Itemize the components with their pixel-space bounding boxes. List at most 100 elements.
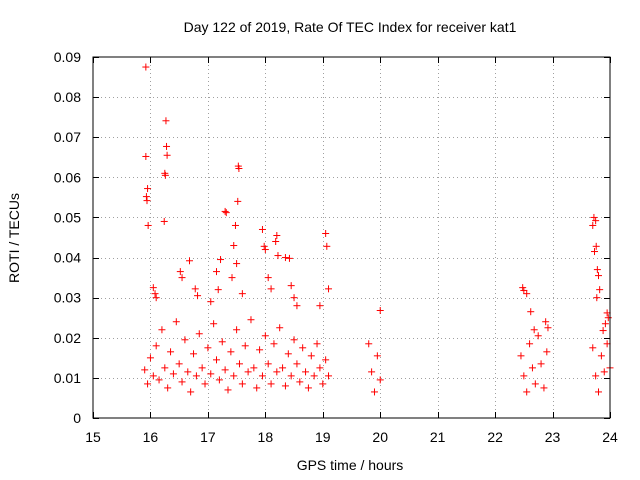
x-tick-label: 19 bbox=[315, 429, 331, 445]
data-point bbox=[221, 207, 229, 215]
data-point bbox=[593, 266, 601, 274]
data-point bbox=[284, 350, 292, 358]
y-tick-label: 0 bbox=[73, 410, 81, 426]
data-point bbox=[544, 324, 552, 332]
data-point bbox=[316, 364, 324, 372]
y-tick-label: 0.05 bbox=[54, 209, 81, 225]
data-point bbox=[195, 330, 203, 338]
data-point bbox=[293, 302, 301, 310]
data-point bbox=[601, 320, 609, 328]
data-point bbox=[176, 268, 184, 276]
data-point bbox=[217, 256, 225, 264]
data-point bbox=[149, 372, 157, 380]
data-point bbox=[143, 197, 151, 205]
data-point bbox=[597, 352, 605, 360]
data-point bbox=[322, 229, 330, 237]
data-point bbox=[261, 332, 269, 340]
data-point bbox=[319, 380, 327, 388]
data-point bbox=[194, 292, 202, 300]
data-point bbox=[589, 221, 597, 229]
data-point bbox=[222, 209, 230, 217]
data-point bbox=[167, 348, 175, 356]
y-tick-label: 0.01 bbox=[54, 370, 81, 386]
data-point bbox=[370, 388, 378, 396]
data-point bbox=[214, 286, 222, 294]
data-point bbox=[235, 360, 243, 368]
data-point bbox=[233, 260, 241, 268]
x-tick-label: 22 bbox=[487, 429, 503, 445]
data-point bbox=[178, 378, 186, 386]
data-point bbox=[310, 372, 318, 380]
data-point bbox=[253, 384, 261, 392]
data-point bbox=[142, 63, 150, 71]
data-point bbox=[296, 378, 304, 386]
data-point bbox=[158, 326, 166, 334]
data-point bbox=[175, 360, 183, 368]
data-point bbox=[151, 290, 159, 298]
data-point bbox=[247, 316, 255, 324]
data-point bbox=[210, 320, 218, 328]
data-point bbox=[313, 340, 321, 348]
y-tick-label: 0.08 bbox=[54, 89, 81, 105]
data-point bbox=[256, 346, 264, 354]
data-point bbox=[325, 285, 333, 293]
data-point bbox=[215, 376, 223, 384]
data-point bbox=[267, 285, 275, 293]
data-point bbox=[238, 290, 246, 298]
axis-ticks bbox=[93, 57, 611, 419]
data-point bbox=[290, 336, 298, 344]
data-point bbox=[520, 372, 528, 380]
data-point bbox=[184, 368, 192, 376]
data-point bbox=[164, 384, 172, 392]
data-point bbox=[264, 360, 272, 368]
data-point bbox=[270, 340, 278, 348]
data-point bbox=[528, 364, 536, 372]
data-point bbox=[218, 338, 226, 346]
data-point bbox=[603, 340, 611, 348]
data-point bbox=[152, 342, 160, 350]
data-point bbox=[191, 285, 199, 293]
x-axis-label: GPS time / hours bbox=[297, 457, 404, 473]
data-point bbox=[595, 272, 603, 280]
data-point bbox=[161, 171, 169, 179]
data-point bbox=[299, 344, 307, 352]
data-point bbox=[221, 366, 229, 374]
data-point bbox=[592, 372, 600, 380]
data-point bbox=[207, 370, 215, 378]
x-tick-label: 20 bbox=[372, 429, 388, 445]
data-point bbox=[190, 350, 198, 358]
data-point bbox=[287, 372, 295, 380]
data-point bbox=[526, 340, 534, 348]
data-point bbox=[213, 268, 221, 276]
data-point bbox=[198, 364, 206, 372]
data-point bbox=[604, 314, 612, 322]
data-point bbox=[593, 294, 601, 302]
x-tick-label: 18 bbox=[258, 429, 274, 445]
data-point bbox=[530, 326, 538, 334]
data-point bbox=[603, 309, 611, 317]
data-point bbox=[234, 197, 242, 205]
data-point bbox=[201, 380, 209, 388]
data-point bbox=[141, 366, 149, 374]
data-point bbox=[285, 254, 293, 262]
data-point bbox=[273, 231, 281, 239]
data-point bbox=[230, 242, 238, 250]
data-point bbox=[235, 165, 243, 173]
data-point bbox=[163, 142, 171, 150]
data-point bbox=[187, 388, 195, 396]
data-point bbox=[520, 286, 528, 294]
x-tick-labels: 15 16 17 18 19 20 21 22 23 24 bbox=[85, 429, 618, 445]
data-point bbox=[281, 254, 289, 262]
data-point bbox=[258, 225, 266, 233]
data-point bbox=[160, 217, 168, 225]
y-tick-label: 0.06 bbox=[54, 169, 81, 185]
y-tick-label: 0.03 bbox=[54, 290, 81, 306]
data-point bbox=[322, 356, 330, 364]
data-point bbox=[287, 282, 295, 290]
data-point bbox=[527, 308, 535, 316]
data-point bbox=[142, 152, 150, 160]
data-point bbox=[258, 372, 266, 380]
data-point bbox=[376, 307, 384, 315]
y-tick-label: 0.07 bbox=[54, 129, 81, 145]
data-point bbox=[368, 368, 376, 376]
